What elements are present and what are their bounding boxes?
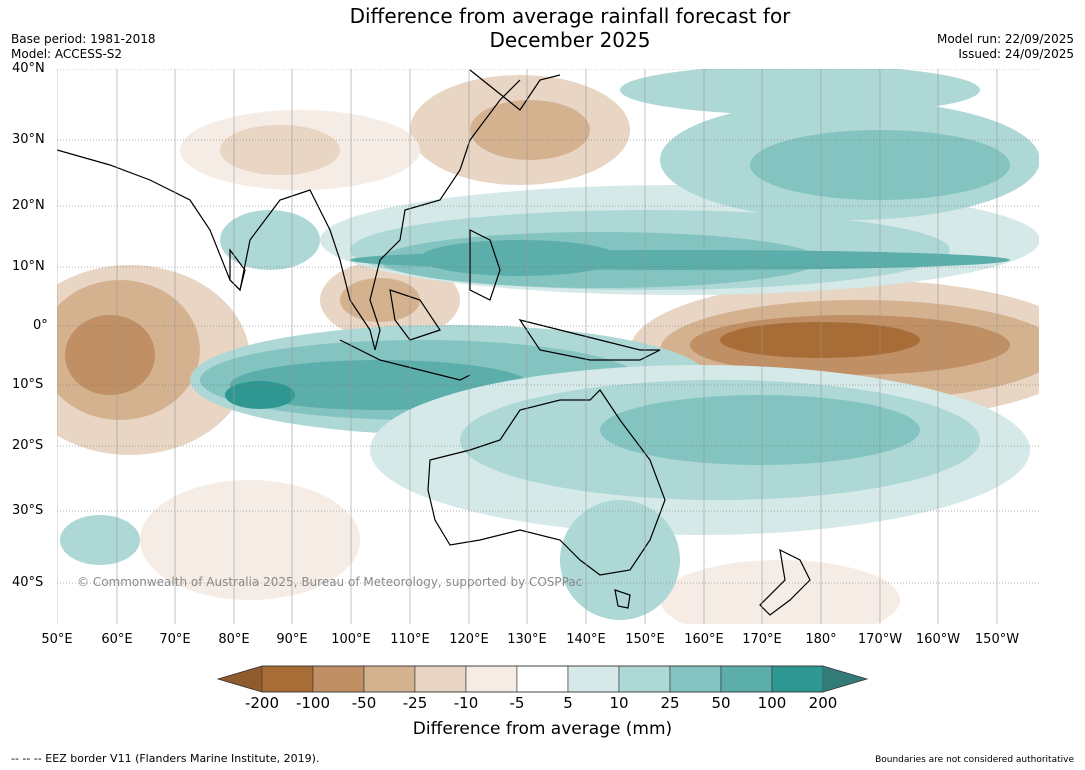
- colorbar-high-arrow: [823, 666, 867, 692]
- map-field: [57, 69, 1039, 624]
- colorbar-label: Difference from average (mm): [412, 719, 673, 739]
- lon-label: 70°E: [159, 632, 191, 647]
- lat-label: 30°S: [12, 503, 44, 518]
- colorbar-tick: -10: [453, 694, 479, 712]
- boundary-disclaimer: Boundaries are not considered authoritat…: [875, 755, 1074, 765]
- colorbar-swatch: [567, 665, 620, 693]
- lon-label: 160°W: [915, 632, 961, 647]
- lon-label: 170°W: [857, 632, 903, 647]
- colorbar-swatch: [669, 665, 722, 693]
- lon-label: 160°E: [684, 632, 724, 647]
- colorbar-tick: 100: [757, 694, 787, 712]
- lon-label: 60°E: [101, 632, 133, 647]
- model-run: Model run: 22/09/2025: [936, 32, 1074, 46]
- meta-left: Base period: 1981-2018 Model: ACCESS-S2: [11, 32, 156, 62]
- coastlines: [57, 69, 811, 616]
- lat-label: 20°N: [12, 198, 45, 213]
- colorbar-swatch: [363, 665, 416, 693]
- colorbar-tick: 5: [563, 694, 573, 712]
- lon-label: 80°E: [218, 632, 250, 647]
- lon-label: 90°E: [276, 632, 308, 647]
- issued-date: Issued: 24/09/2025: [958, 47, 1074, 61]
- model-name: Model: ACCESS-S2: [11, 47, 123, 61]
- meta-right: Model run: 22/09/2025 Issued: 24/09/2025: [937, 32, 1074, 62]
- eez-legend: -- -- -- EEZ border V11 (Flanders Marine…: [11, 752, 320, 765]
- meridians: [57, 69, 998, 624]
- lon-label: 50°E: [41, 632, 73, 647]
- lon-label: 140°E: [566, 632, 606, 647]
- lat-label: 40°N: [12, 61, 45, 76]
- colorbar: [216, 665, 869, 693]
- lon-label: 170°E: [742, 632, 782, 647]
- lon-label: 130°E: [507, 632, 547, 647]
- colorbar-tick: -100: [295, 694, 331, 712]
- title-line-2: December 2025: [489, 28, 651, 52]
- colorbar-tick: 10: [609, 694, 629, 712]
- colorbar-swatch: [516, 665, 569, 693]
- lat-label: 10°N: [12, 259, 45, 274]
- colorbar-swatch: [261, 665, 314, 693]
- colorbar-swatch: [414, 665, 467, 693]
- colorbar-swatch: [312, 665, 365, 693]
- lon-label: 110°E: [390, 632, 430, 647]
- lat-label: 30°N: [12, 132, 45, 147]
- colorbar-swatch: [465, 665, 518, 693]
- base-period: Base period: 1981-2018: [11, 32, 156, 46]
- lat-label: 0°: [33, 318, 48, 333]
- lon-label: 120°E: [449, 632, 489, 647]
- colorbar-swatch: [618, 665, 671, 693]
- colorbar-tick: -50: [351, 694, 377, 712]
- colorbar-low-arrow: [218, 666, 262, 692]
- colorbar-tick: -25: [402, 694, 428, 712]
- colorbar-swatch: [771, 665, 824, 693]
- colorbar-tick: -200: [244, 694, 280, 712]
- lat-label: 20°S: [12, 438, 44, 453]
- colorbar-tick: 200: [808, 694, 838, 712]
- lat-label: 40°S: [12, 575, 44, 590]
- colorbar-swatch: [720, 665, 773, 693]
- page-title: Difference from average rainfall forecas…: [300, 4, 840, 52]
- lon-label: 150°E: [625, 632, 665, 647]
- title-line-1: Difference from average rainfall forecas…: [349, 4, 791, 28]
- lon-label: 150°W: [974, 632, 1020, 647]
- lon-label: 180°: [805, 632, 837, 647]
- colorbar-tick: 50: [711, 694, 731, 712]
- colorbar-tick: 25: [660, 694, 680, 712]
- lat-label: 10°S: [12, 377, 44, 392]
- colorbar-tick: -5: [509, 694, 525, 712]
- lon-label: 100°E: [331, 632, 371, 647]
- copyright-notice: © Commonwealth of Australia 2025, Bureau…: [77, 575, 583, 589]
